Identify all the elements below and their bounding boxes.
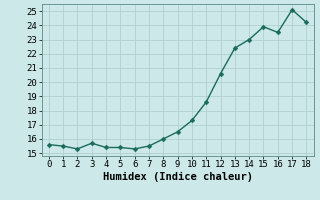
X-axis label: Humidex (Indice chaleur): Humidex (Indice chaleur) (103, 172, 252, 182)
